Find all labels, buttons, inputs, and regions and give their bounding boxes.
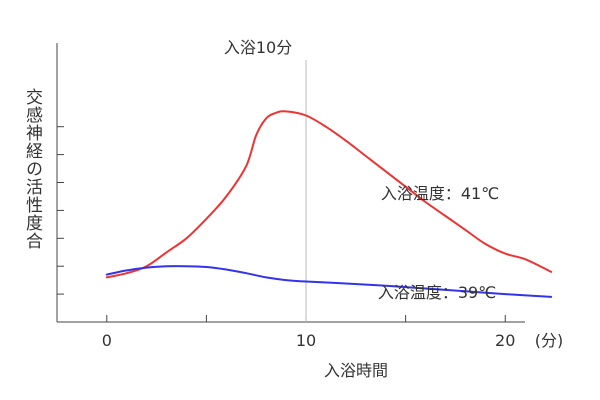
x-axis-unit: (分) (535, 331, 564, 350)
x-tick-label: 20 (495, 331, 515, 350)
x-tick-label: 0 (102, 331, 112, 350)
labels-layer: 0 10 20 (分) 入浴時間 入浴温度：41℃ 入浴温度：39℃ (102, 184, 564, 380)
series-label-2: 入浴温度：39℃ (378, 283, 496, 302)
series-label-1: 入浴温度：41℃ (381, 184, 499, 203)
x-axis-title: 入浴時間 (324, 361, 388, 380)
annotation-layer: 入浴10分 (224, 38, 307, 322)
x-tick-label: 10 (296, 331, 316, 350)
series-line-2 (105, 265, 553, 298)
series-line-1 (105, 110, 553, 279)
axes (56, 43, 525, 323)
annotation-label: 入浴10分 (224, 38, 292, 57)
series-layer (105, 110, 553, 298)
y-axis-title: 交感神経の活性度合 (22, 88, 42, 250)
